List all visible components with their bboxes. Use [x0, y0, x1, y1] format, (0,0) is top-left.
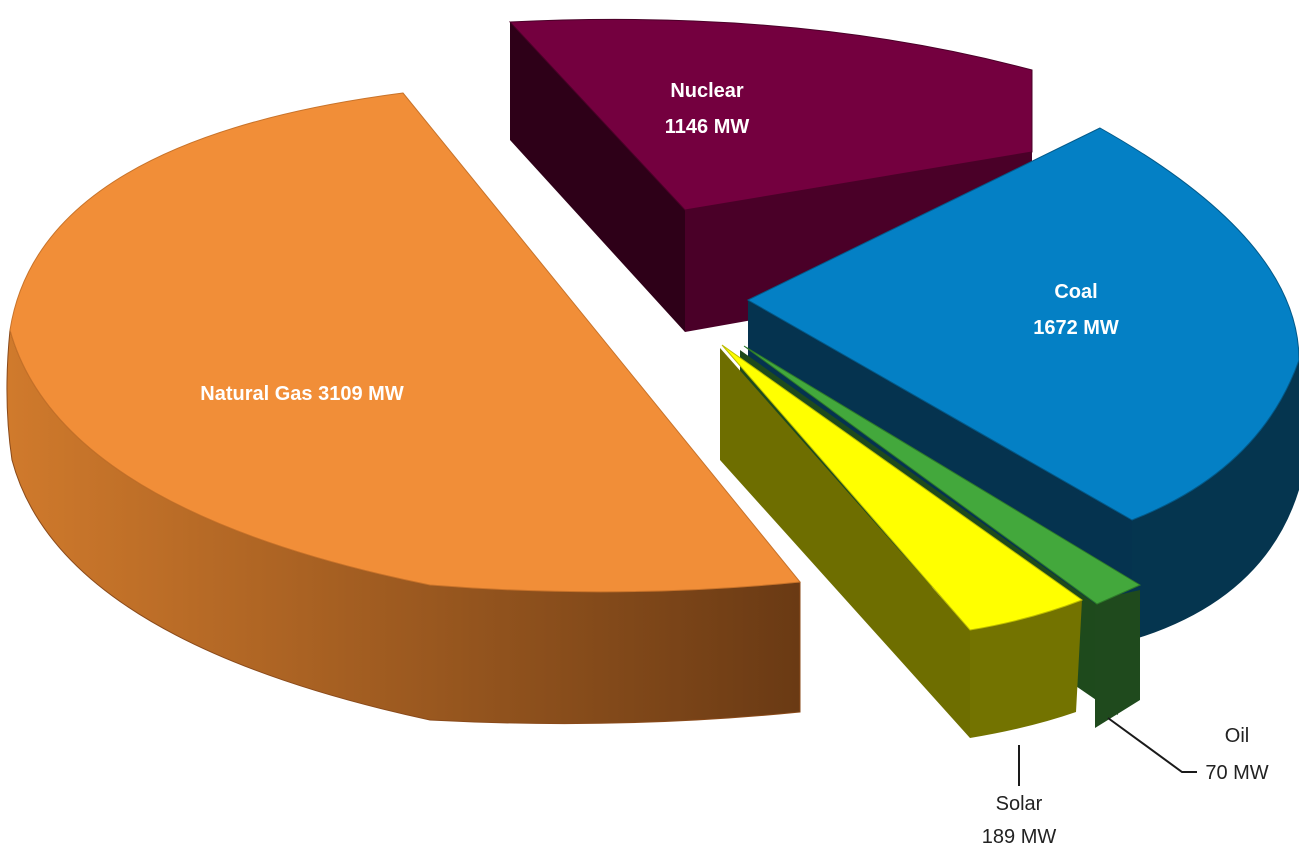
slice-solar-top [721, 344, 1084, 631]
slice-nuclear-label-value: 1146 MW [665, 116, 750, 138]
slice-natural-gas: Natural Gas 3109 MW [6, 92, 801, 725]
slice-nuclear-top [508, 18, 1033, 211]
slice-oil-label-value: 70 MW [1205, 762, 1268, 784]
oil-leader-line [1107, 717, 1197, 773]
slice-oil-label-name: Oil [1225, 725, 1249, 747]
slice-nuclear-side-right [685, 152, 1032, 332]
slice-nuclear-label-name: Nuclear [670, 80, 744, 102]
slice-solar: Solar 189 MW [720, 344, 1084, 848]
slice-coal-side-outer [1132, 360, 1299, 640]
slice-solar-label-value: 189 MW [982, 826, 1057, 848]
slice-nuclear: Nuclear 1146 MW [508, 18, 1033, 332]
slice-oil-side-outer [1095, 590, 1140, 728]
slice-natural-gas-label: Natural Gas 3109 MW [200, 383, 404, 405]
slice-solar-side-inner [720, 348, 970, 738]
slice-nuclear-side-left [510, 22, 685, 332]
slice-coal-label-name: Coal [1054, 281, 1097, 303]
slice-natural-gas-top [9, 92, 801, 593]
slice-coal-label-value: 1672 MW [1033, 317, 1119, 339]
slice-solar-label-name: Solar [996, 793, 1043, 815]
slice-oil-top [743, 345, 1142, 605]
slice-solar-side-outer [970, 600, 1082, 738]
